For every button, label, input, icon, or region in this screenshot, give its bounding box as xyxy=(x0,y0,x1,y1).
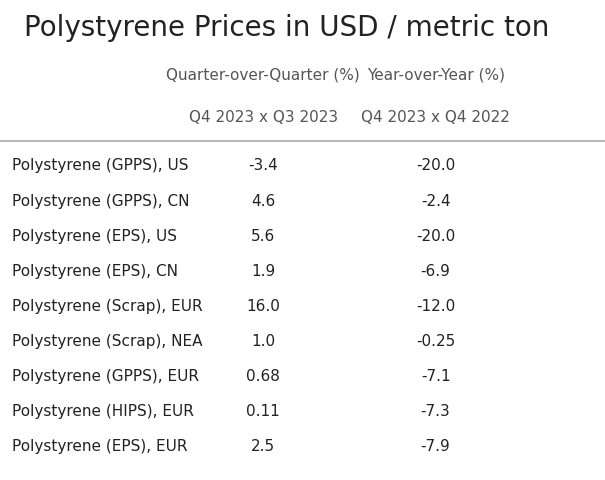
Text: 1.9: 1.9 xyxy=(251,263,275,278)
Text: Polystyrene (EPS), US: Polystyrene (EPS), US xyxy=(12,228,177,243)
Text: 16.0: 16.0 xyxy=(246,298,280,313)
Text: Q4 2023 x Q4 2022: Q4 2023 x Q4 2022 xyxy=(361,110,510,125)
Text: -12.0: -12.0 xyxy=(416,298,455,313)
Text: 0.68: 0.68 xyxy=(246,368,280,384)
Text: Polystyrene (EPS), EUR: Polystyrene (EPS), EUR xyxy=(12,438,188,454)
Text: Polystyrene (Scrap), NEA: Polystyrene (Scrap), NEA xyxy=(12,333,203,348)
Text: -7.3: -7.3 xyxy=(420,403,451,419)
Text: 5.6: 5.6 xyxy=(251,228,275,243)
Text: -0.25: -0.25 xyxy=(416,333,455,348)
Text: 4.6: 4.6 xyxy=(251,193,275,208)
Text: Quarter-over-Quarter (%): Quarter-over-Quarter (%) xyxy=(166,67,360,82)
Text: 1.0: 1.0 xyxy=(251,333,275,348)
Text: -6.9: -6.9 xyxy=(420,263,451,278)
Text: Q4 2023 x Q3 2023: Q4 2023 x Q3 2023 xyxy=(189,110,338,125)
Text: Polystyrene (EPS), CN: Polystyrene (EPS), CN xyxy=(12,263,178,278)
Text: -7.1: -7.1 xyxy=(421,368,450,384)
Text: -20.0: -20.0 xyxy=(416,158,455,173)
Text: -3.4: -3.4 xyxy=(248,158,278,173)
Text: Polystyrene (GPPS), US: Polystyrene (GPPS), US xyxy=(12,158,189,173)
Text: -20.0: -20.0 xyxy=(416,228,455,243)
Text: 0.11: 0.11 xyxy=(246,403,280,419)
Text: Polystyrene (HIPS), EUR: Polystyrene (HIPS), EUR xyxy=(12,403,194,419)
Text: Polystyrene (GPPS), CN: Polystyrene (GPPS), CN xyxy=(12,193,189,208)
Text: Polystyrene Prices in USD / metric ton: Polystyrene Prices in USD / metric ton xyxy=(24,14,549,42)
Text: Year-over-Year (%): Year-over-Year (%) xyxy=(367,67,505,82)
Text: -7.9: -7.9 xyxy=(420,438,451,454)
Text: Polystyrene (GPPS), EUR: Polystyrene (GPPS), EUR xyxy=(12,368,199,384)
Text: -2.4: -2.4 xyxy=(421,193,450,208)
Text: Polystyrene (Scrap), EUR: Polystyrene (Scrap), EUR xyxy=(12,298,203,313)
Text: 2.5: 2.5 xyxy=(251,438,275,454)
